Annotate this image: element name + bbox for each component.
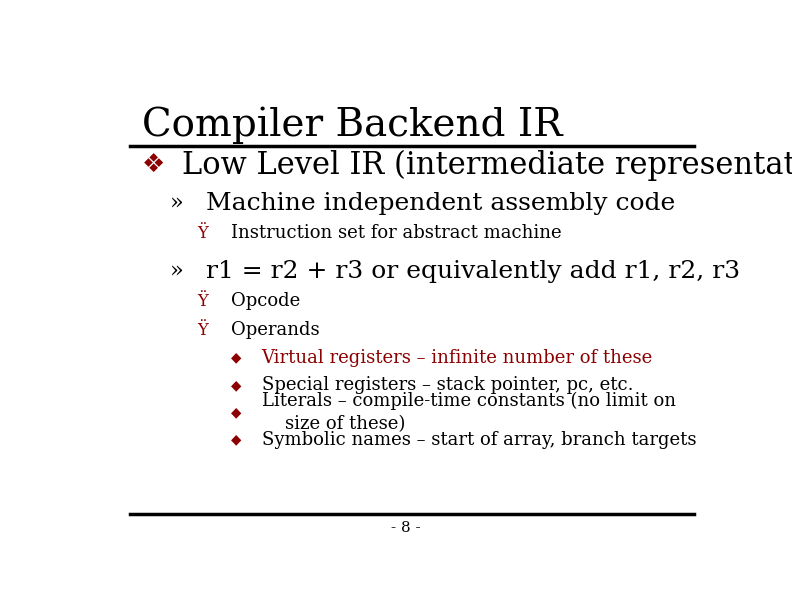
Text: ◆: ◆	[231, 351, 242, 365]
Text: »: »	[169, 261, 183, 283]
Text: ◆: ◆	[231, 378, 242, 392]
Text: Operands: Operands	[231, 321, 320, 339]
Text: ❖: ❖	[142, 152, 166, 178]
Text: Low Level IR (intermediate representation): Low Level IR (intermediate representatio…	[182, 150, 792, 181]
Text: Symbolic names – start of array, branch targets: Symbolic names – start of array, branch …	[261, 431, 696, 449]
Text: Ÿ: Ÿ	[197, 322, 208, 339]
Text: »: »	[169, 193, 183, 215]
Text: Literals – compile-time constants (no limit on
    size of these): Literals – compile-time constants (no li…	[261, 391, 676, 433]
Text: Machine independent assembly code: Machine independent assembly code	[207, 192, 676, 215]
Text: Virtual registers – infinite number of these: Virtual registers – infinite number of t…	[261, 349, 653, 367]
Text: - 8 -: - 8 -	[391, 521, 421, 535]
Text: Ÿ: Ÿ	[197, 293, 208, 310]
Text: Special registers – stack pointer, pc, etc.: Special registers – stack pointer, pc, e…	[261, 376, 633, 394]
Text: Opcode: Opcode	[231, 292, 300, 310]
Text: ◆: ◆	[231, 433, 242, 447]
Text: Compiler Backend IR: Compiler Backend IR	[142, 106, 562, 144]
Text: Ÿ: Ÿ	[197, 225, 208, 242]
Text: r1 = r2 + r3 or equivalently add r1, r2, r3: r1 = r2 + r3 or equivalently add r1, r2,…	[207, 260, 741, 283]
Text: Instruction set for abstract machine: Instruction set for abstract machine	[231, 224, 562, 242]
Text: ◆: ◆	[231, 405, 242, 419]
